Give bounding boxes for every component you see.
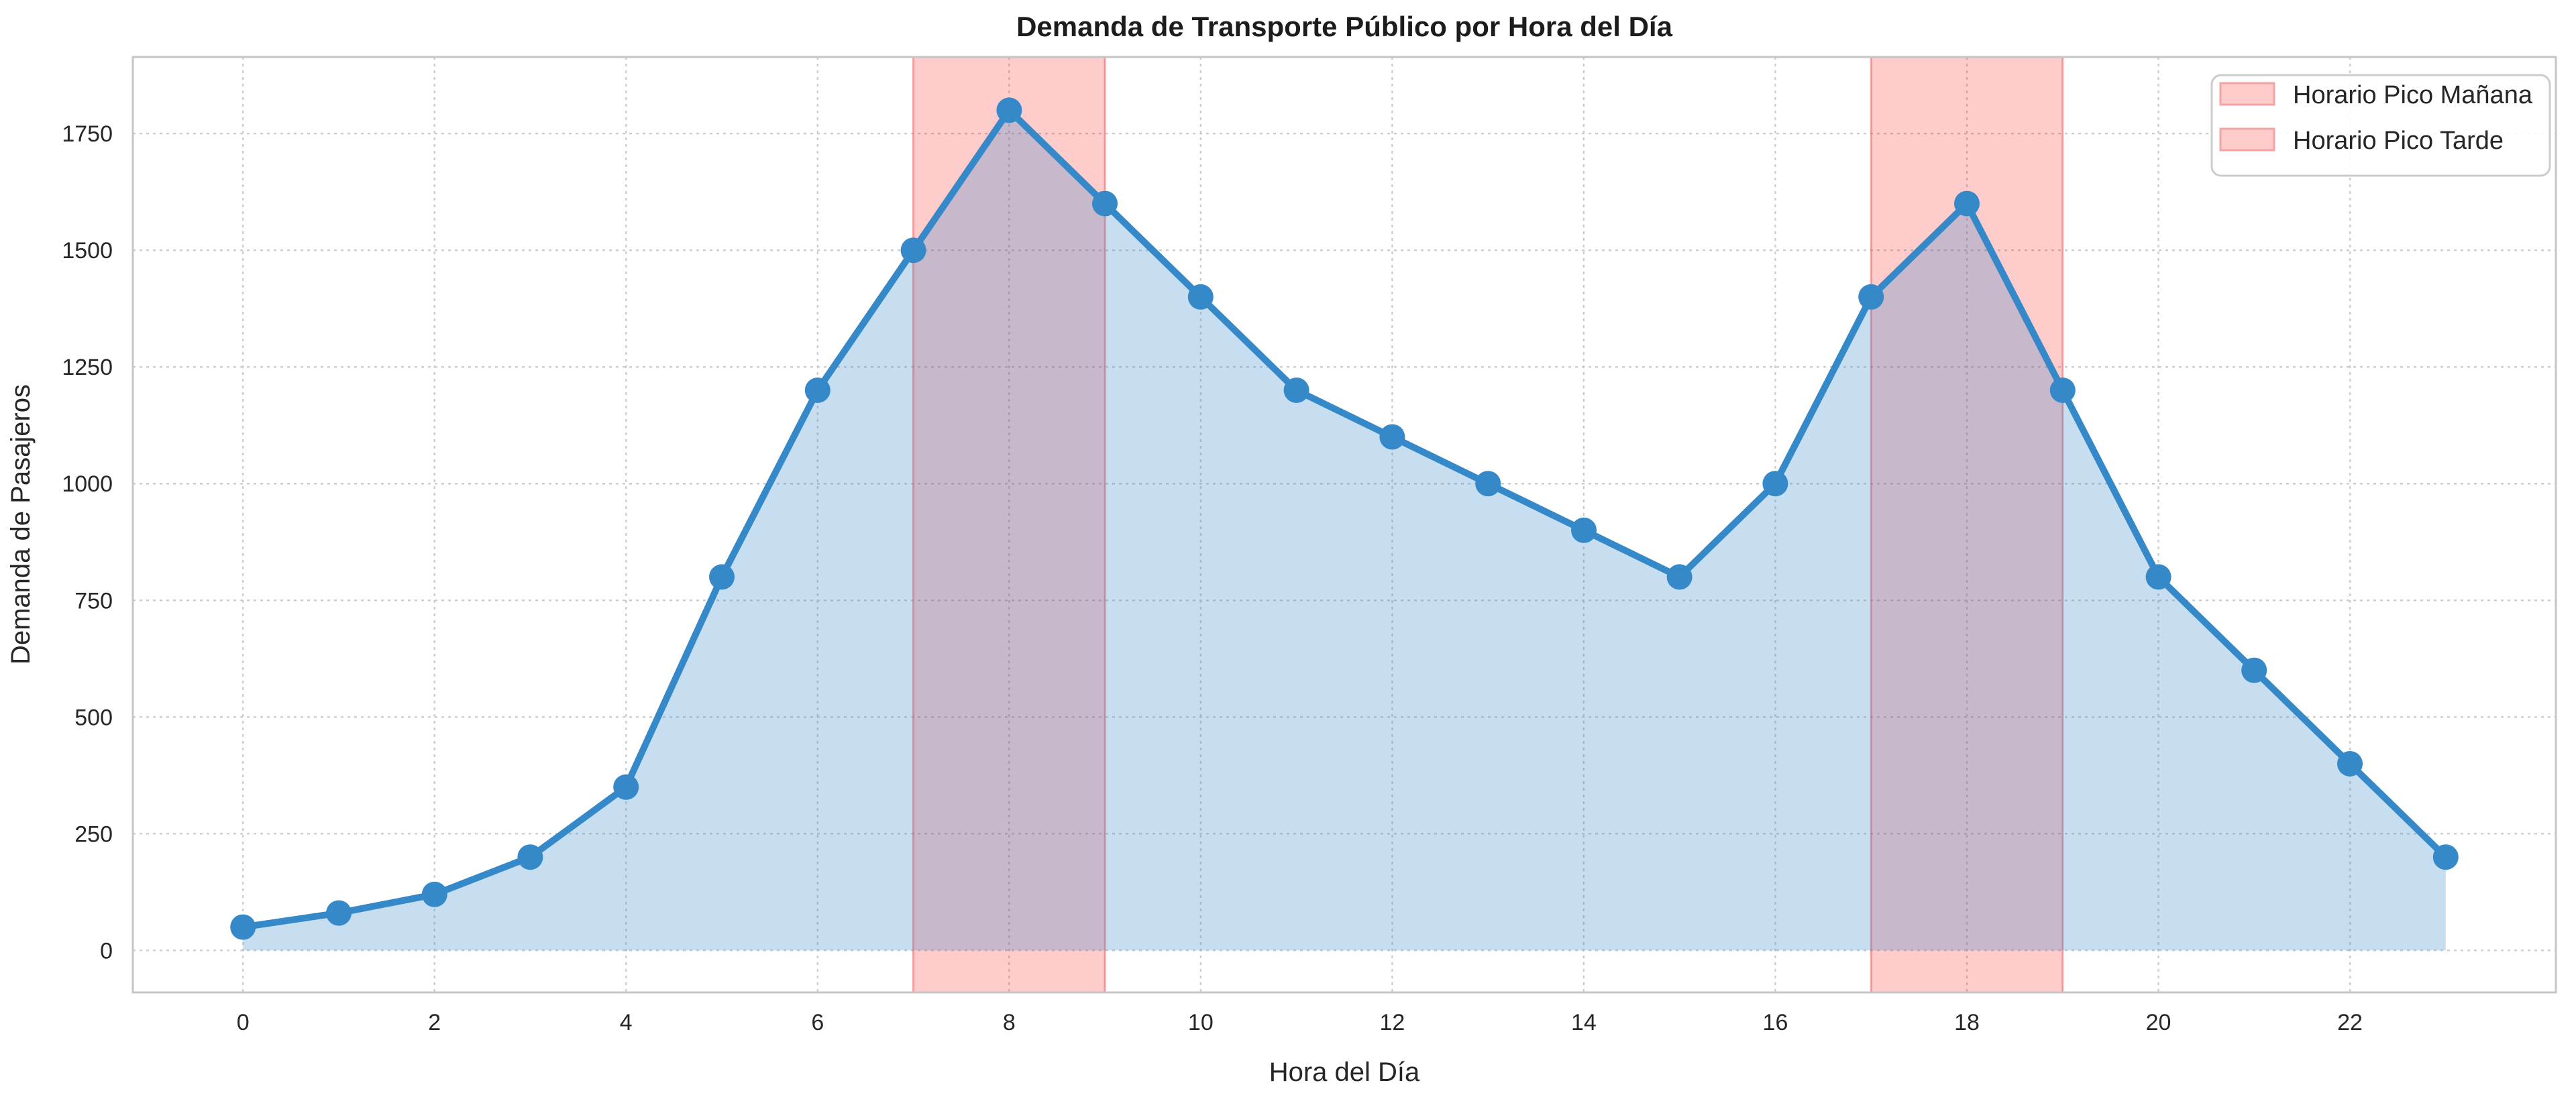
data-point-hour-9 bbox=[1092, 190, 1118, 217]
x-tick-label-0: 0 bbox=[237, 1010, 250, 1035]
y-tick-label-500: 500 bbox=[74, 705, 113, 730]
x-tick-label-16: 16 bbox=[1763, 1010, 1788, 1035]
data-point-hour-23 bbox=[2432, 844, 2459, 870]
legend-swatch-evening-peak bbox=[2219, 127, 2275, 152]
gridlines-layer bbox=[133, 57, 2556, 992]
data-point-hour-0 bbox=[230, 914, 256, 940]
peak-bands-layer bbox=[912, 57, 2064, 992]
y-tick-label-750: 750 bbox=[74, 588, 113, 614]
data-point-hour-11 bbox=[1283, 378, 1309, 403]
morning-peak-band bbox=[913, 57, 1106, 992]
demand-line bbox=[239, 107, 2449, 931]
data-point-hour-14 bbox=[1571, 517, 1597, 543]
y-tick-label-0: 0 bbox=[100, 938, 113, 964]
data-point-hour-21 bbox=[2241, 657, 2267, 683]
y-axis-label: Demanda de Pasajeros bbox=[6, 384, 36, 665]
plot-border bbox=[131, 56, 2557, 994]
data-point-hour-17 bbox=[1858, 284, 1884, 310]
data-point-hour-7 bbox=[900, 237, 926, 264]
y-tick-label-1250: 1250 bbox=[62, 355, 113, 380]
data-point-hour-6 bbox=[804, 378, 830, 403]
data-point-hour-15 bbox=[1666, 564, 1693, 590]
tick-labels-layer: 0 2 4 6 8 10 12 14 16 18 20 22 0 250 500 750 1000 1250 150… bbox=[62, 121, 2363, 1035]
data-point-hour-4 bbox=[613, 774, 639, 800]
legend-label-evening-peak: Horario Pico Tarde bbox=[2293, 127, 2504, 155]
x-tick-label-4: 4 bbox=[620, 1010, 633, 1035]
x-tick-label-12: 12 bbox=[1379, 1010, 1405, 1035]
y-tick-label-1750: 1750 bbox=[62, 121, 113, 147]
data-point-hour-13 bbox=[1475, 471, 1501, 497]
legend-box bbox=[2210, 74, 2551, 177]
x-tick-label-22: 22 bbox=[2337, 1010, 2363, 1035]
data-point-hour-16 bbox=[1762, 471, 1788, 497]
x-axis-label: Hora del Día bbox=[1269, 1057, 1420, 1087]
y-tick-label-1500: 1500 bbox=[62, 238, 113, 264]
y-tick-label-1000: 1000 bbox=[62, 471, 113, 497]
x-tick-label-14: 14 bbox=[1571, 1010, 1597, 1035]
legend: Horario Pico Mañana Horario Pico Tarde bbox=[2210, 74, 2551, 177]
data-point-hour-12 bbox=[1379, 424, 1405, 450]
data-point-hour-8 bbox=[996, 97, 1022, 123]
x-tick-label-6: 6 bbox=[811, 1010, 824, 1035]
data-point-hour-3 bbox=[517, 844, 543, 870]
legend-label-morning-peak: Horario Pico Mañana bbox=[2293, 81, 2533, 109]
x-tick-label-2: 2 bbox=[428, 1010, 441, 1035]
x-tick-label-20: 20 bbox=[2146, 1010, 2171, 1035]
data-point-hour-5 bbox=[709, 564, 735, 590]
data-point-hour-20 bbox=[2145, 564, 2171, 590]
y-tick-label-250: 250 bbox=[74, 821, 113, 847]
data-point-hour-1 bbox=[326, 900, 352, 926]
data-point-hour-22 bbox=[2337, 751, 2363, 776]
x-tick-label-10: 10 bbox=[1188, 1010, 1214, 1035]
x-tick-label-18: 18 bbox=[1954, 1010, 1980, 1035]
x-tick-label-8: 8 bbox=[1003, 1010, 1016, 1035]
data-points-layer bbox=[230, 97, 2459, 940]
chart-title: Demanda de Transporte Público por Hora d… bbox=[1016, 11, 1673, 42]
data-point-hour-10 bbox=[1187, 284, 1214, 310]
data-point-hour-18 bbox=[1954, 190, 1980, 217]
legend-swatch-morning-peak bbox=[2219, 82, 2275, 106]
data-point-hour-2 bbox=[421, 881, 447, 907]
demand-area-fill bbox=[243, 110, 2446, 951]
data-point-hour-19 bbox=[2049, 378, 2076, 403]
